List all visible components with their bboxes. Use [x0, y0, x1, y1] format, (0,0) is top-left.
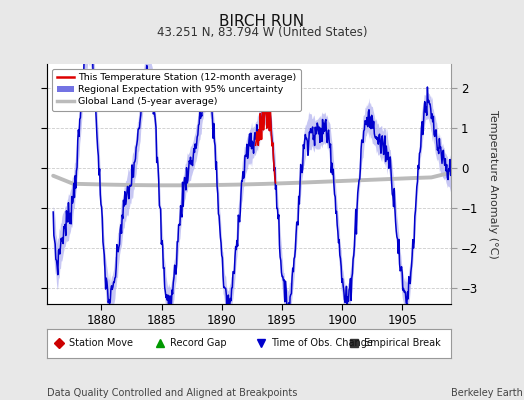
Text: 43.251 N, 83.794 W (United States): 43.251 N, 83.794 W (United States): [157, 26, 367, 39]
Legend: This Temperature Station (12-month average), Regional Expectation with 95% uncer: This Temperature Station (12-month avera…: [52, 69, 301, 111]
Text: Time of Obs. Change: Time of Obs. Change: [271, 338, 373, 348]
Text: Data Quality Controlled and Aligned at Breakpoints: Data Quality Controlled and Aligned at B…: [47, 388, 298, 398]
Text: BIRCH RUN: BIRCH RUN: [220, 14, 304, 29]
Text: Station Move: Station Move: [69, 338, 133, 348]
Text: Empirical Break: Empirical Break: [364, 338, 441, 348]
Text: Berkeley Earth: Berkeley Earth: [451, 388, 522, 398]
Y-axis label: Temperature Anomaly (°C): Temperature Anomaly (°C): [488, 110, 498, 258]
Text: Record Gap: Record Gap: [170, 338, 227, 348]
